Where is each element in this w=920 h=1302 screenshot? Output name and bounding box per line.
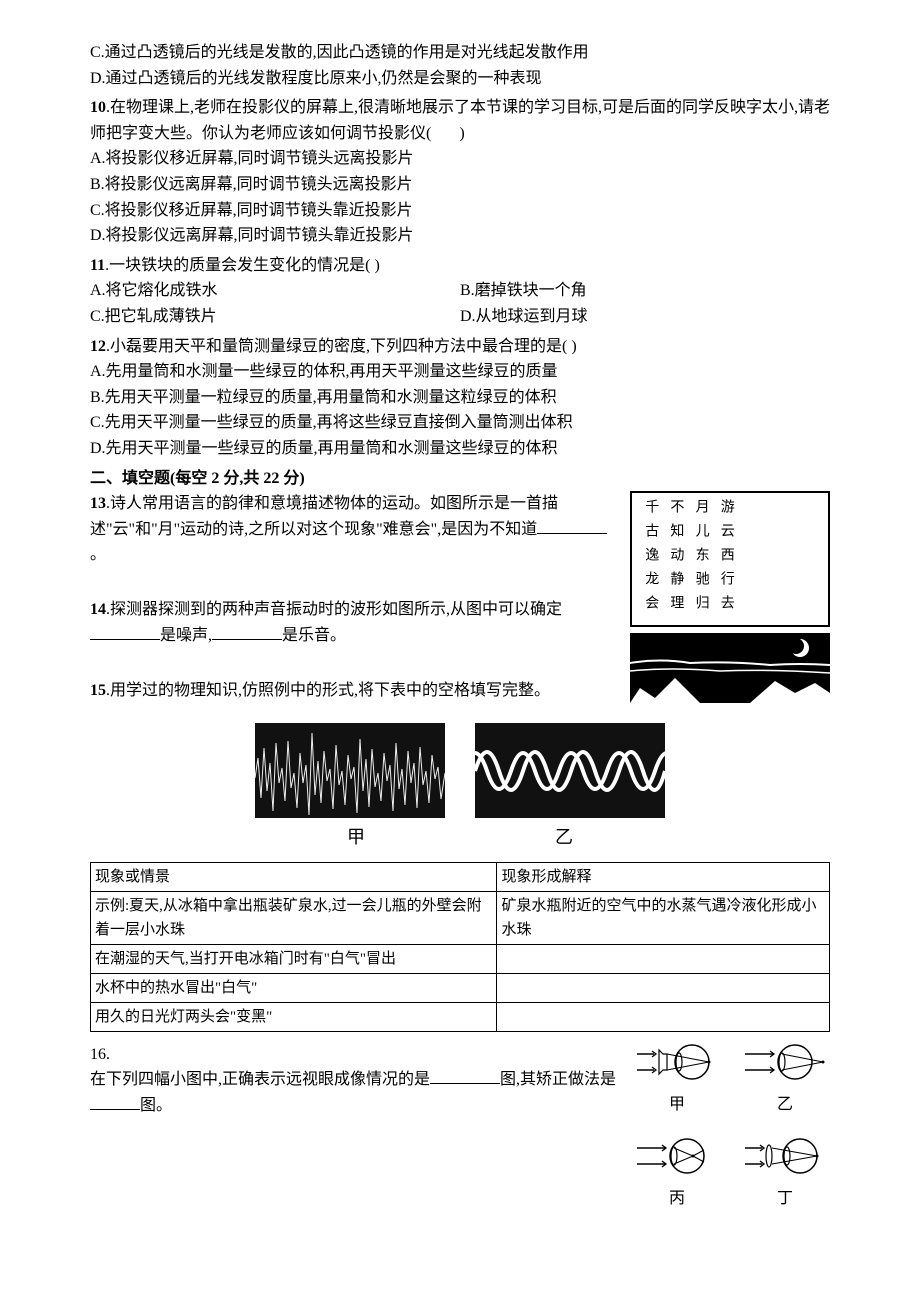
q12-option-d: D.先用天平测量一些绿豆的质量,再用量筒和水测量这些绿豆的体积 [90, 436, 830, 462]
table-header-row: 现象或情景 现象形成解释 [91, 862, 830, 891]
q10-option-b: B.将投影仪远离屏幕,同时调节镜头远离投影片 [90, 172, 830, 198]
q16-blank-1 [430, 1068, 500, 1084]
question-13-wrap: 游云西行去 月儿东驰归 不知动静理 千古逸龙会 13.诗人常用语言的韵律和意境描… [90, 491, 830, 704]
eye-label-a: 甲 [632, 1092, 722, 1118]
q10-option-a: A.将投影仪移近屏幕,同时调节镜头远离投影片 [90, 146, 830, 172]
table-header-2: 现象形成解释 [497, 862, 830, 891]
q12-option-c: C.先用天平测量一些绿豆的质量,再将这些绿豆直接倒入量筒测出体积 [90, 410, 830, 436]
q9-option-c: C.通过凸透镜后的光线是发散的,因此凸透镜的作用是对光线起发散作用 [90, 40, 830, 66]
q11-option-a: A.将它熔化成铁水 [90, 278, 460, 304]
eye-diagram-c: 丙 [632, 1136, 722, 1212]
table-r4c1: 用久的日光灯两头会"变黑" [91, 1002, 497, 1031]
q10-option-c: C.将投影仪移近屏幕,同时调节镜头靠近投影片 [90, 198, 830, 224]
q12-stem: 12.小磊要用天平和量筒测量绿豆的密度,下列四种方法中最合理的是( ) [90, 334, 830, 360]
q14-blank-1 [90, 624, 160, 640]
table-row: 水杯中的热水冒出"白气" [91, 973, 830, 1002]
eye-diagram-a: 甲 [632, 1042, 722, 1118]
waveform-label-left: 甲 [347, 823, 365, 852]
eye-label-c: 丙 [632, 1186, 722, 1212]
table-r1c2: 矿泉水瓶附近的空气中的水蒸气遇冷液化形成小水珠 [497, 891, 830, 944]
poem-text: 游云西行去 月儿东驰归 不知动静理 千古逸龙会 [638, 499, 739, 619]
q11-option-d: D.从地球运到月球 [460, 304, 830, 330]
table-row: 在潮湿的天气,当打开电冰箱门时有"白气"冒出 [91, 944, 830, 973]
eye-label-b: 乙 [740, 1092, 830, 1118]
waveform-tone [475, 723, 665, 818]
table-r4c2 [497, 1002, 830, 1031]
eye-diagram-b: 乙 [740, 1042, 830, 1118]
q12-option-a: A.先用量筒和水测量一些绿豆的体积,再用天平测量这些绿豆的质量 [90, 359, 830, 385]
table-r1c1: 示例:夏天,从冰箱中拿出瓶装矿泉水,过一会儿瓶的外壁会附着一层小水珠 [91, 891, 497, 944]
q10-option-d: D.将投影仪远离屏幕,同时调节镜头靠近投影片 [90, 223, 830, 249]
eye-diagrams: 甲 乙 [632, 1042, 830, 1212]
table-row: 示例:夏天,从冰箱中拿出瓶装矿泉水,过一会儿瓶的外壁会附着一层小水珠 矿泉水瓶附… [91, 891, 830, 944]
poem-figure: 游云西行去 月儿东驰归 不知动静理 千古逸龙会 [630, 491, 830, 703]
table-r3c2 [497, 973, 830, 1002]
q9-option-d: D.通过凸透镜后的光线发散程度比原来小,仍然是会聚的一种表现 [90, 66, 830, 92]
question-12: 12.小磊要用天平和量筒测量绿豆的密度,下列四种方法中最合理的是( ) A.先用… [90, 334, 830, 462]
question-10: 10.在物理课上,老师在投影仪的屏幕上,很清晰地展示了本节课的学习目标,可是后面… [90, 95, 830, 249]
q11-stem: 11.一块铁块的质量会发生变化的情况是( ) [90, 253, 830, 279]
q13-blank [537, 518, 607, 534]
waveform-label-right: 乙 [555, 823, 573, 852]
table-header-1: 现象或情景 [91, 862, 497, 891]
question-9-partial: C.通过凸透镜后的光线是发散的,因此凸透镜的作用是对光线起发散作用 D.通过凸透… [90, 40, 830, 91]
eye-diagram-d: 丁 [740, 1136, 830, 1212]
question-11: 11.一块铁块的质量会发生变化的情况是( ) A.将它熔化成铁水 B.磨掉铁块一… [90, 253, 830, 330]
q11-option-c: C.把它轧成薄铁片 [90, 304, 460, 330]
waveform-row [90, 723, 830, 818]
table-r2c2 [497, 944, 830, 973]
q10-stem: 10.在物理课上,老师在投影仪的屏幕上,很清晰地展示了本节课的学习目标,可是后面… [90, 95, 830, 146]
landscape-illustration [630, 633, 830, 703]
q16-blank-2 [90, 1094, 140, 1110]
section-2-header: 二、填空题(每空 2 分,共 22 分) [90, 466, 830, 492]
q12-option-b: B.先用天平测量一粒绿豆的质量,再用量筒和水测量这粒绿豆的体积 [90, 385, 830, 411]
q11-option-b: B.磨掉铁块一个角 [460, 278, 830, 304]
waveform-labels: 甲 乙 [90, 823, 830, 852]
eye-label-d: 丁 [740, 1186, 830, 1212]
phenomena-table: 现象或情景 现象形成解释 示例:夏天,从冰箱中拿出瓶装矿泉水,过一会儿瓶的外壁会… [90, 862, 830, 1032]
q14-blank-2 [212, 624, 282, 640]
waveform-noise [255, 723, 445, 818]
table-r3c1: 水杯中的热水冒出"白气" [91, 973, 497, 1002]
table-r2c1: 在潮湿的天气,当打开电冰箱门时有"白气"冒出 [91, 944, 497, 973]
table-row: 用久的日光灯两头会"变黑" [91, 1002, 830, 1031]
poem-box: 游云西行去 月儿东驰归 不知动静理 千古逸龙会 [630, 491, 830, 627]
question-16-wrap: 甲 乙 [90, 1042, 830, 1119]
